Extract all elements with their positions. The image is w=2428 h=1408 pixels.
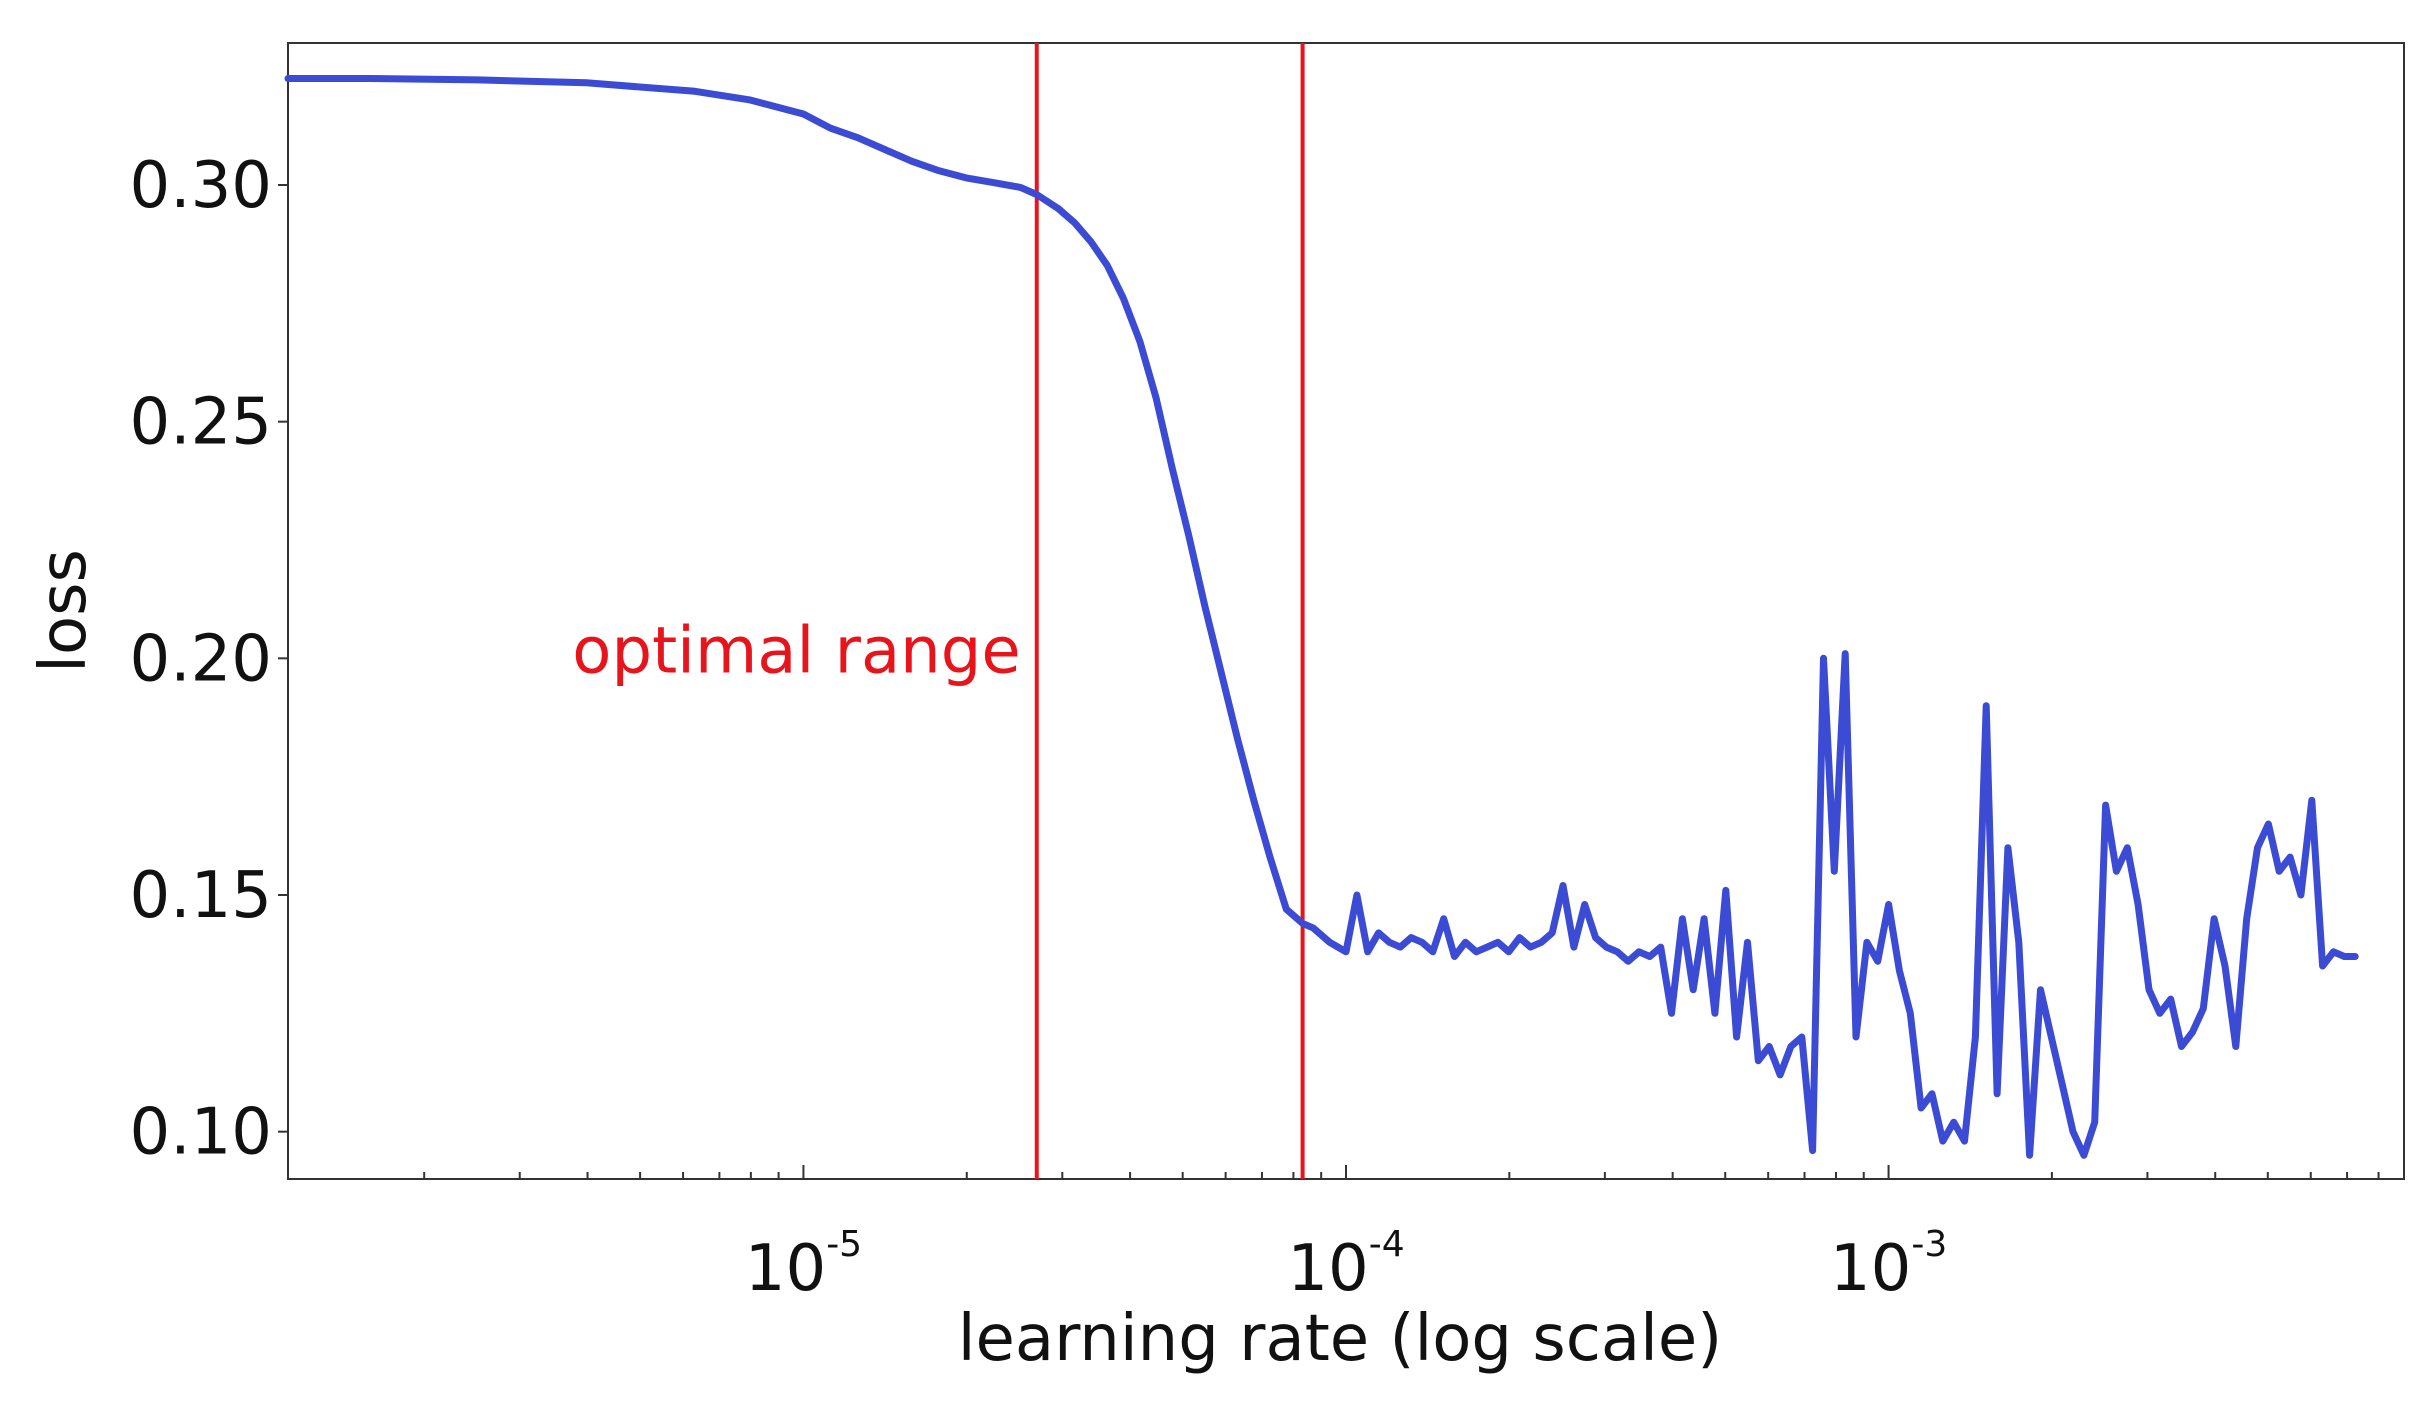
x-tick-label: 10-5	[745, 1224, 862, 1306]
x-tick-label: 10-3	[1830, 1224, 1947, 1306]
plot-frame	[287, 42, 2405, 1180]
plot-content: optimal range	[284, 43, 2359, 1179]
y-axis-label: loss	[27, 549, 101, 673]
y-tick-label: 0.15	[130, 859, 273, 933]
optimal-range-label: optimal range	[572, 615, 1020, 689]
x-axis: 10-5 10-4 10-3	[423, 1165, 2380, 1306]
y-tick-label: 0.10	[130, 1096, 273, 1170]
y-tick-label: 0.30	[130, 149, 273, 223]
loss-series-line	[284, 75, 2359, 1159]
y-axis: 0.30 0.25 0.20 0.15 0.10	[130, 149, 288, 1170]
y-tick-label: 0.20	[130, 622, 273, 696]
y-tick-label: 0.25	[130, 386, 273, 460]
x-tick-label: 10-4	[1287, 1224, 1404, 1306]
x-axis-label: learning rate (log scale)	[958, 1302, 1723, 1376]
